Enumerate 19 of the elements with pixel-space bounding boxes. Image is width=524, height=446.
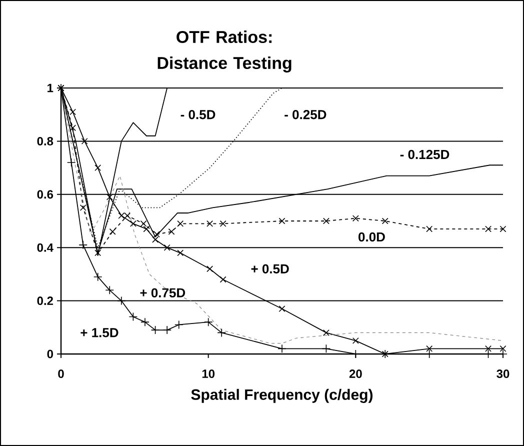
series-label: 0.0D <box>358 232 385 242</box>
series-label: - 0.25D <box>284 110 326 120</box>
series-label: + 1.5D <box>80 328 118 338</box>
x-tick-label: 20 <box>349 370 362 378</box>
series-label: + 0.5D <box>251 264 289 274</box>
series-label: - 0.5D <box>180 110 216 120</box>
series-label: - 0.125D <box>400 150 450 160</box>
chart-title: OTF Ratios: Distance Testing <box>158 30 292 72</box>
x-tick-label: 30 <box>496 370 510 378</box>
series-label: + 0.75D <box>140 288 186 298</box>
y-tick-label: 1 <box>48 84 54 92</box>
y-tick-label: 0.8 <box>37 136 54 146</box>
y-tick-label: 0.6 <box>37 190 54 199</box>
x-tick-label: 0 <box>58 370 64 378</box>
y-tick-label: 0.2 <box>37 296 53 306</box>
x-tick-label: 10 <box>202 370 215 378</box>
y-tick-label: 0 <box>47 350 53 358</box>
y-tick-label: 0.4 <box>37 243 54 252</box>
x-axis-title: Spatial Frequency (c/deg) <box>191 388 373 403</box>
